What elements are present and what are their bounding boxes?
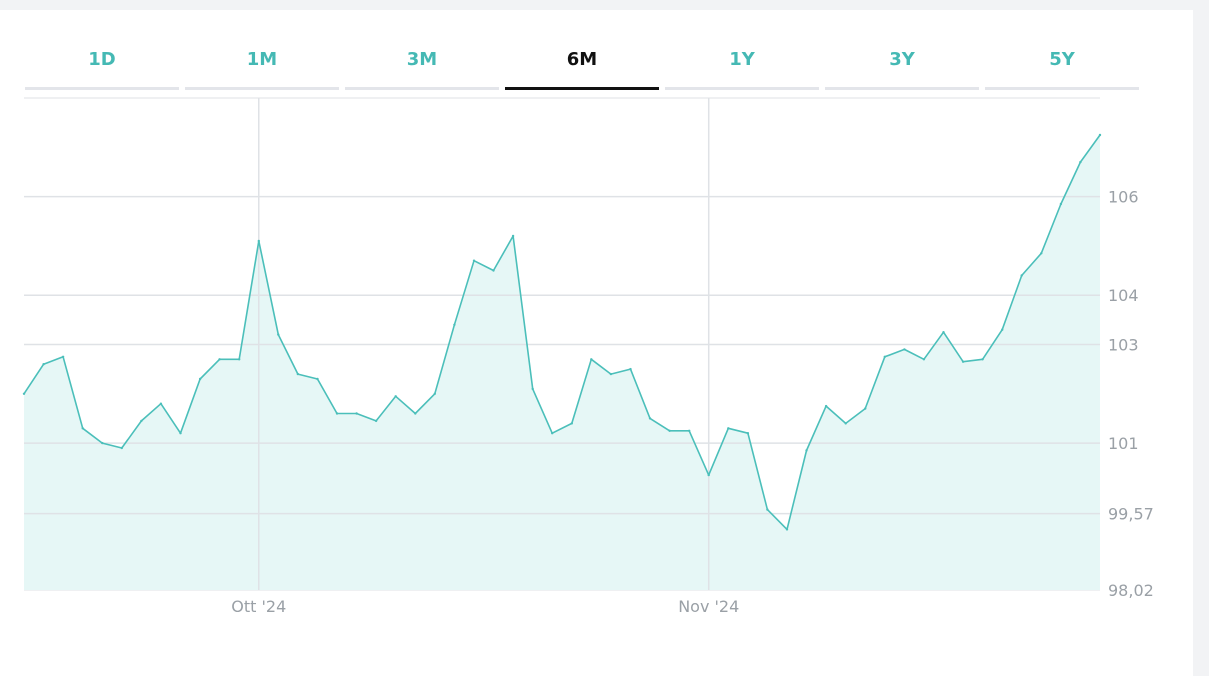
data-point	[120, 446, 124, 450]
data-point	[1098, 133, 1102, 137]
data-point	[609, 372, 613, 376]
data-point	[394, 395, 397, 398]
y-tick-label: 99,57	[1108, 505, 1154, 524]
data-point	[981, 358, 984, 361]
tab-1d[interactable]: 1D	[25, 38, 179, 90]
data-point	[903, 348, 906, 351]
tab-1m[interactable]: 1M	[185, 38, 339, 90]
data-point	[551, 432, 554, 435]
tab-3y[interactable]: 3Y	[825, 38, 979, 90]
data-point	[727, 427, 730, 430]
data-point	[218, 358, 221, 361]
data-point	[472, 259, 476, 262]
y-tick-label: 103	[1108, 335, 1139, 354]
series-line	[23, 134, 1101, 531]
data-point	[1040, 252, 1043, 255]
x-tick-label: Ott '24	[231, 597, 286, 616]
data-point	[355, 412, 358, 415]
data-point	[629, 367, 632, 371]
data-point	[1020, 274, 1023, 277]
data-point	[61, 355, 65, 358]
tab-5y[interactable]: 5Y	[985, 38, 1139, 90]
data-point	[707, 473, 710, 477]
data-point	[844, 422, 847, 425]
data-point	[961, 360, 965, 363]
data-point	[453, 323, 456, 326]
data-point	[257, 239, 260, 243]
data-point	[668, 429, 671, 432]
data-point	[414, 412, 417, 415]
data-point	[1059, 202, 1063, 206]
data-point	[864, 407, 867, 410]
data-point	[238, 358, 241, 361]
data-point	[785, 528, 789, 531]
data-point	[492, 269, 495, 272]
tab-6m[interactable]: 6M	[505, 38, 659, 90]
data-point	[179, 432, 182, 435]
data-point	[688, 429, 691, 432]
y-tick-label: 101	[1108, 434, 1139, 453]
data-point	[648, 417, 652, 420]
data-point	[1001, 328, 1004, 331]
data-point	[159, 402, 163, 405]
data-point	[590, 358, 593, 361]
data-point	[942, 331, 945, 334]
data-point	[824, 404, 828, 408]
tab-3m[interactable]: 3M	[345, 38, 499, 90]
data-point	[101, 441, 104, 445]
time-range-tabs: 1D 1M 3M 6M 1Y 3Y 5Y	[25, 38, 1139, 90]
data-point	[922, 358, 926, 361]
data-point	[316, 377, 319, 381]
x-tick-label: Nov '24	[678, 597, 739, 616]
data-point	[140, 419, 143, 423]
y-tick-label: 106	[1108, 188, 1139, 207]
data-point	[805, 449, 808, 452]
y-tick-label: 98,02	[1108, 581, 1154, 600]
data-point	[81, 427, 84, 430]
data-point	[433, 392, 436, 395]
data-point	[746, 432, 750, 435]
data-point	[570, 422, 573, 425]
data-point	[374, 419, 378, 423]
data-point	[511, 234, 515, 238]
tab-1y[interactable]: 1Y	[665, 38, 819, 90]
data-point	[22, 392, 26, 395]
y-tick-label: 104	[1108, 286, 1139, 305]
data-point	[335, 412, 339, 415]
data-point	[296, 372, 300, 376]
data-point	[42, 363, 45, 366]
series-area	[24, 135, 1100, 590]
data-point	[531, 387, 534, 391]
data-point	[277, 333, 280, 336]
data-point	[1079, 160, 1082, 164]
data-point	[766, 508, 769, 511]
data-point	[198, 377, 202, 381]
data-point	[883, 355, 886, 358]
